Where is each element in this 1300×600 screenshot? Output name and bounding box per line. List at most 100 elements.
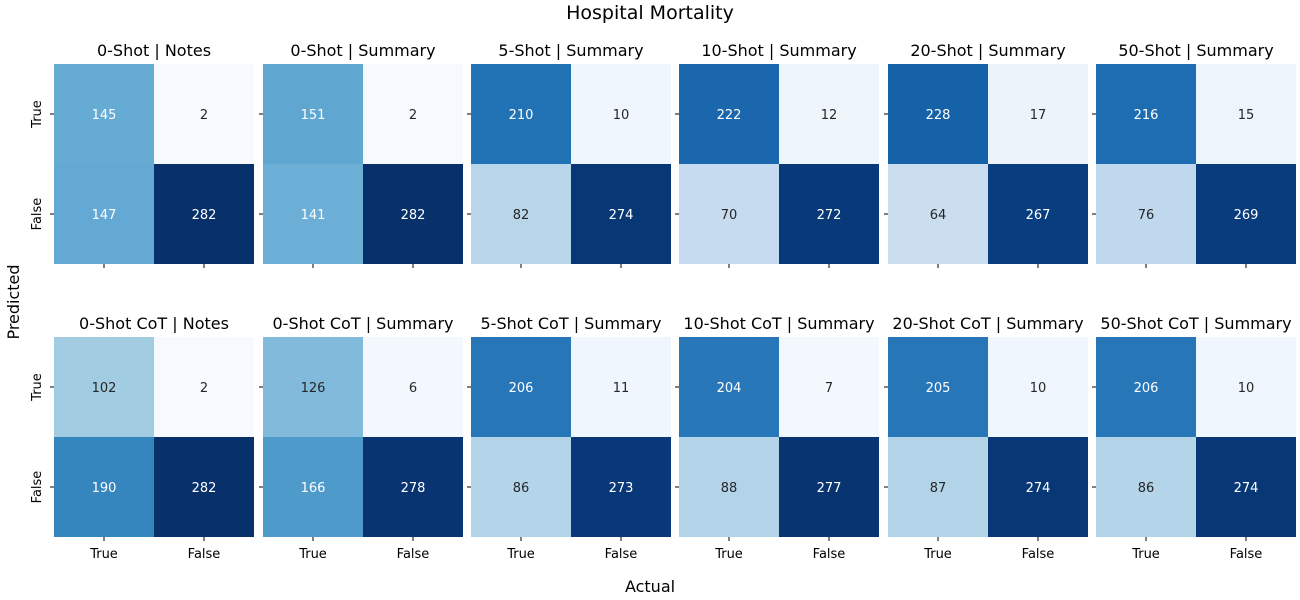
heatmap-cell — [471, 337, 571, 437]
heatmap-cell — [263, 337, 363, 437]
x-tick-label: False — [1022, 547, 1055, 562]
cell-value-label: 272 — [817, 208, 842, 223]
x-tick-label: True — [1131, 547, 1160, 562]
cell-value-label: 205 — [926, 381, 951, 396]
cell-value-label: 102 — [92, 381, 117, 396]
heatmap-cell — [363, 164, 463, 264]
cell-value-label: 15 — [1238, 108, 1255, 123]
cell-value-label: 210 — [509, 108, 534, 123]
heatmap-cell — [779, 437, 879, 537]
y-tick-label: True — [30, 373, 45, 402]
heatmap-cell — [154, 64, 254, 164]
x-tick-label: True — [506, 547, 535, 562]
heatmap-cell — [888, 164, 988, 264]
heatmap-cell — [154, 164, 254, 264]
heatmap-cell — [54, 337, 154, 437]
cell-value-label: 274 — [1234, 481, 1259, 496]
panel-title: 10-Shot | Summary — [701, 41, 856, 60]
heatmap-cell — [1196, 337, 1296, 437]
cell-value-label: 222 — [717, 108, 742, 123]
heatmap-cell — [571, 64, 671, 164]
heatmap-cell — [888, 64, 988, 164]
cell-value-label: 204 — [717, 381, 742, 396]
panel-title: 50-Shot CoT | Summary — [1100, 314, 1291, 333]
heatmap-panel: 50-Shot CoT | Summary 206 10 86 274 True False — [1092, 314, 1296, 562]
heatmap-cell — [471, 437, 571, 537]
cell-value-label: 11 — [613, 381, 630, 396]
heatmap-cell — [888, 337, 988, 437]
y-tick-label: False — [30, 198, 45, 231]
heatmap-cell — [679, 437, 779, 537]
heatmap-cell — [779, 337, 879, 437]
heatmap-cell — [471, 64, 571, 164]
heatmap-cell — [571, 337, 671, 437]
heatmap-cell — [363, 437, 463, 537]
cell-value-label: 17 — [1030, 108, 1047, 123]
heatmap-cell — [363, 337, 463, 437]
heatmap-cell — [988, 164, 1088, 264]
cell-value-label: 7 — [825, 381, 833, 396]
heatmap-cell — [263, 164, 363, 264]
heatmap-cell — [1196, 164, 1296, 264]
heatmap-cell — [988, 337, 1088, 437]
panel-title: 50-Shot | Summary — [1118, 41, 1273, 60]
heatmap-cell — [888, 437, 988, 537]
x-tick-label: True — [714, 547, 743, 562]
cell-value-label: 166 — [301, 481, 326, 496]
x-tick-label: True — [298, 547, 327, 562]
cell-value-label: 273 — [609, 481, 634, 496]
heatmap-panel: 5-Shot CoT | Summary 206 11 86 273 True False — [467, 314, 671, 562]
panel-title: 5-Shot | Summary — [498, 41, 643, 60]
heatmap-cell — [679, 64, 779, 164]
cell-value-label: 147 — [92, 208, 117, 223]
heatmap-panel: 20-Shot CoT | Summary 205 10 87 274 True False — [884, 314, 1088, 562]
cell-value-label: 86 — [1138, 481, 1155, 496]
heatmap-cell — [54, 64, 154, 164]
cell-value-label: 277 — [817, 481, 842, 496]
cell-value-label: 282 — [401, 208, 426, 223]
cell-value-label: 141 — [301, 208, 326, 223]
cell-value-label: 10 — [1238, 381, 1255, 396]
heatmap-cell — [1196, 64, 1296, 164]
heatmap-cell — [779, 164, 879, 264]
y-tick-label: True — [30, 100, 45, 129]
cell-value-label: 269 — [1234, 208, 1259, 223]
cell-value-label: 206 — [1134, 381, 1159, 396]
x-tick-label: False — [188, 547, 221, 562]
figure-title: Hospital Mortality — [566, 2, 734, 24]
heatmap-panel: 10-Shot | Summary 222 12 70 272 — [675, 41, 879, 268]
heatmap-cell — [54, 164, 154, 264]
panel-title: 0-Shot CoT | Notes — [79, 314, 229, 333]
cell-value-label: 151 — [301, 108, 326, 123]
heatmap-cell — [154, 437, 254, 537]
y-axis-label: Predicted — [4, 264, 23, 339]
heatmap-cell — [54, 437, 154, 537]
heatmap-panel: 20-Shot | Summary 228 17 64 267 — [884, 41, 1088, 268]
cell-value-label: 126 — [301, 381, 326, 396]
heatmap-cell — [154, 337, 254, 437]
heatmap-cell — [1096, 64, 1196, 164]
cell-value-label: 145 — [92, 108, 117, 123]
panel-title: 5-Shot CoT | Summary — [480, 314, 661, 333]
x-tick-label: False — [605, 547, 638, 562]
cell-value-label: 216 — [1134, 108, 1159, 123]
x-tick-label: True — [89, 547, 118, 562]
heatmap-cell — [679, 337, 779, 437]
panel-title: 10-Shot CoT | Summary — [683, 314, 874, 333]
heatmap-panel: 0-Shot | Summary 151 2 141 282 — [259, 41, 463, 268]
panel-title: 0-Shot CoT | Summary — [272, 314, 453, 333]
panel-title: 20-Shot CoT | Summary — [892, 314, 1083, 333]
cell-value-label: 274 — [1026, 481, 1051, 496]
heatmap-panel: 0-Shot CoT | Summary 126 6 166 278 True False — [259, 314, 463, 562]
heatmap-cell — [263, 437, 363, 537]
heatmap-cell — [779, 64, 879, 164]
cell-value-label: 82 — [513, 208, 530, 223]
y-tick-label: False — [30, 471, 45, 504]
panel-title: 20-Shot | Summary — [910, 41, 1065, 60]
heatmap-cell — [571, 164, 671, 264]
cell-value-label: 190 — [92, 481, 117, 496]
cell-value-label: 86 — [513, 481, 530, 496]
panel-title: 0-Shot | Summary — [290, 41, 435, 60]
cell-value-label: 2 — [200, 108, 208, 123]
cell-value-label: 10 — [1030, 381, 1047, 396]
